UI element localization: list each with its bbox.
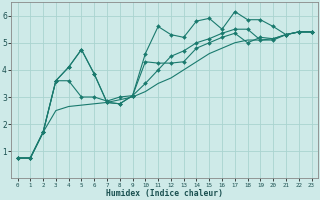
X-axis label: Humidex (Indice chaleur): Humidex (Indice chaleur) [106,189,223,198]
